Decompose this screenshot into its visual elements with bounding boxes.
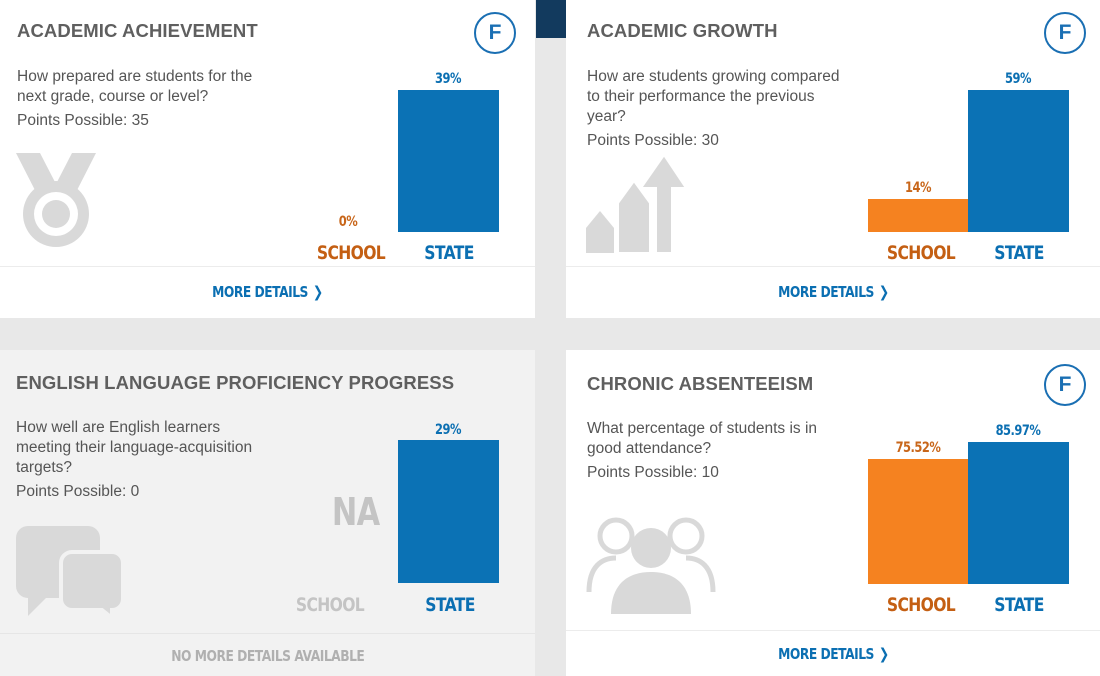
school-bar: [868, 199, 968, 232]
no-more-details-text: NO MORE DETAILS AVAILABLE: [170, 647, 365, 665]
state-value-label: 59%: [1004, 71, 1032, 87]
question-text: How well are English learners meeting th…: [16, 419, 253, 476]
state-axis-label: STATE: [425, 594, 475, 616]
points-possible: Points Possible: 30: [587, 132, 719, 149]
card-title: ACADEMIC ACHIEVEMENT: [17, 20, 258, 41]
grade-badge: F: [1044, 12, 1086, 54]
academic-growth-card: ACADEMIC GROWTH F How are students growi…: [566, 0, 1100, 318]
state-bar: [968, 442, 1069, 584]
more-details-link[interactable]: MORE DETAILS ❯: [212, 283, 323, 301]
people-group-icon: [586, 517, 716, 614]
school-value-label: 0%: [338, 214, 358, 230]
card-footer: MORE DETAILS ❯: [566, 266, 1100, 318]
question-text: How prepared are students for the next g…: [17, 68, 253, 105]
school-axis-label: SCHOOL: [886, 242, 956, 264]
card-question: What percentage of students is in good a…: [587, 419, 847, 483]
state-bar: [398, 440, 499, 583]
state-axis-label: STATE: [994, 594, 1044, 616]
state-axis-label: STATE: [424, 242, 474, 264]
more-details-label: MORE DETAILS: [212, 283, 309, 301]
card-title: ENGLISH LANGUAGE PROFICIENCY PROGRESS: [16, 372, 455, 393]
school-na-label: NA: [331, 490, 380, 534]
english-language-proficiency-card: ENGLISH LANGUAGE PROFICIENCY PROGRESS Ho…: [0, 350, 535, 676]
card-title: ACADEMIC GROWTH: [587, 20, 778, 41]
speech-bubbles-icon: [16, 526, 125, 618]
state-bar: [968, 90, 1069, 232]
card-title: CHRONIC ABSENTEEISM: [587, 373, 814, 394]
chevron-right-icon: ❯: [878, 645, 889, 663]
card-question: How are students growing compared to the…: [587, 67, 847, 151]
state-value-label: 85.97%: [995, 423, 1041, 439]
question-text: What percentage of students is in good a…: [587, 420, 818, 457]
grade-badge: F: [1044, 364, 1086, 406]
background-strip: [536, 0, 566, 38]
growth-arrows-icon: [586, 153, 686, 253]
school-value-label: 14%: [904, 180, 932, 196]
school-value-label: 75.52%: [895, 440, 941, 456]
school-axis-label: SCHOOL: [886, 594, 956, 616]
card-footer: MORE DETAILS ❯: [0, 266, 535, 318]
school-axis-label: SCHOOL: [295, 594, 365, 616]
card-footer: MORE DETAILS ❯: [566, 630, 1100, 676]
chevron-right-icon: ❯: [878, 283, 889, 301]
chevron-right-icon: ❯: [312, 283, 323, 301]
more-details-label: MORE DETAILS: [777, 283, 874, 301]
state-value-label: 29%: [434, 422, 462, 438]
chronic-absenteeism-card: CHRONIC ABSENTEEISM F What percentage of…: [566, 350, 1100, 676]
academic-achievement-card: ACADEMIC ACHIEVEMENT F How prepared are …: [0, 0, 535, 318]
card-question: How well are English learners meeting th…: [16, 418, 276, 502]
card-question: How prepared are students for the next g…: [17, 67, 277, 131]
points-possible: Points Possible: 10: [587, 464, 719, 481]
more-details-link[interactable]: MORE DETAILS ❯: [778, 645, 889, 663]
card-footer: NO MORE DETAILS AVAILABLE: [0, 633, 535, 676]
question-text: How are students growing compared to the…: [587, 68, 840, 125]
medal-icon: [16, 153, 96, 247]
school-bar: [868, 459, 968, 584]
points-possible: Points Possible: 35: [17, 112, 149, 129]
state-bar: [398, 90, 499, 232]
state-value-label: 39%: [434, 71, 462, 87]
state-axis-label: STATE: [994, 242, 1044, 264]
grade-badge: F: [474, 12, 516, 54]
more-details-link[interactable]: MORE DETAILS ❯: [778, 283, 889, 301]
more-details-label: MORE DETAILS: [777, 645, 874, 663]
points-possible: Points Possible: 0: [16, 483, 140, 500]
school-axis-label: SCHOOL: [316, 242, 386, 264]
